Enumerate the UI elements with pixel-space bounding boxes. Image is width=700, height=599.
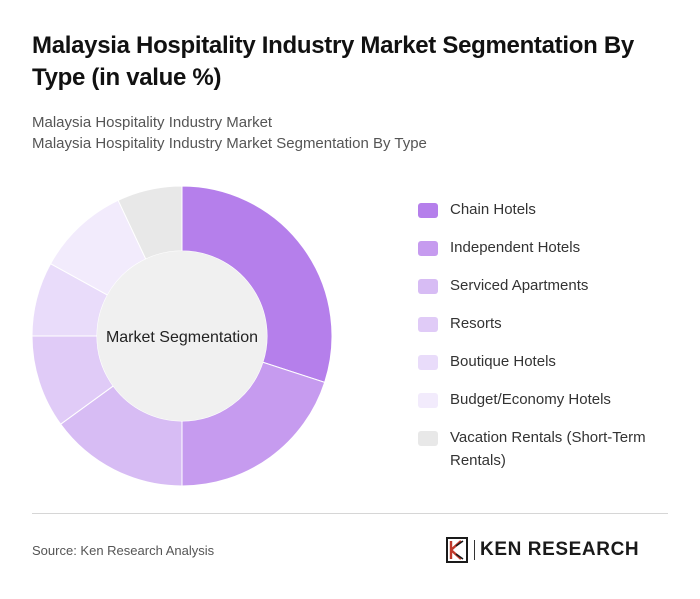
- subtitle-line-1: Malaysia Hospitality Industry Market: [32, 114, 273, 131]
- subtitle-line-2: Malaysia Hospitality Industry Market Seg…: [32, 135, 427, 152]
- brand-logo: KEN RESEARCH: [446, 536, 639, 564]
- legend-swatch: [418, 241, 438, 256]
- donut-chart: Market Segmentation: [31, 185, 333, 487]
- legend-label: Chain Hotels: [450, 201, 536, 218]
- chart-legend: Chain Hotels Independent Hotels Serviced A…: [418, 198, 678, 487]
- donut-center: [97, 251, 267, 421]
- donut-center-label: Market Segmentation: [106, 329, 258, 346]
- legend-item: Independent Hotels: [418, 236, 678, 259]
- legend-item: Budget/Economy Hotels: [418, 388, 678, 411]
- ken-research-logo-icon: [446, 537, 468, 563]
- legend-label: Resorts: [450, 315, 502, 332]
- footer-divider: [32, 513, 668, 514]
- legend-swatch: [418, 203, 438, 218]
- legend-label: Serviced Apartments: [450, 277, 589, 294]
- legend-label: Independent Hotels: [450, 239, 581, 256]
- legend-swatch: [418, 393, 438, 408]
- chart-subtitle: Malaysia Hospitality Industry Market Mal…: [32, 112, 672, 154]
- legend-item: Serviced Apartments: [418, 274, 678, 297]
- legend-label: Boutique Hotels: [450, 353, 556, 370]
- legend-label: Vacation Rentals (Short-Term Rentals): [450, 429, 646, 469]
- legend-label: Budget/Economy Hotels: [450, 391, 611, 408]
- brand-separator: [474, 540, 475, 560]
- legend-item: Vacation Rentals (Short-Term Rentals): [418, 426, 678, 472]
- legend-item: Chain Hotels: [418, 198, 678, 221]
- legend-swatch: [418, 431, 438, 446]
- chart-title: Malaysia Hospitality Industry Market Seg…: [32, 32, 634, 91]
- brand-name: KEN RESEARCH: [480, 539, 640, 560]
- legend-swatch: [418, 279, 438, 294]
- legend-swatch: [418, 355, 438, 370]
- legend-swatch: [418, 317, 438, 332]
- source-note: Source: Ken Research Analysis: [32, 543, 215, 558]
- legend-item: Resorts: [418, 312, 678, 335]
- legend-item: Boutique Hotels: [418, 350, 678, 373]
